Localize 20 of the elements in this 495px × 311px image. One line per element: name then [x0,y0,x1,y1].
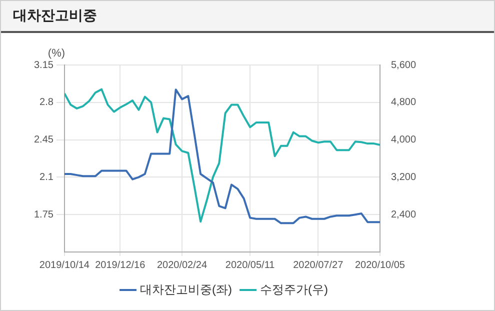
y-tick-label: 2.45 [34,134,54,146]
y2-tick-label: 4,000 [390,134,416,146]
legend-label: 수정주가(우) [260,282,328,296]
y2-tick-label: 2,400 [390,209,416,220]
y-tick-label: 2.8 [40,97,54,108]
y-tick-label: 3.15 [34,60,54,71]
y2-tick-label: 3,200 [390,172,416,183]
y2-tick-label: 5,600 [390,60,416,71]
x-tick-label: 2019/12/16 [95,260,146,271]
x-tick-label: 2020/07/27 [293,260,344,271]
y2-tick-label: 4,800 [390,97,416,108]
y-tick-label: 2.1 [40,172,54,183]
legend-label: 대차잔고비중(좌) [140,282,232,296]
y-tick-label: 1.75 [34,209,54,220]
x-tick-label: 2020/05/11 [225,260,276,271]
x-tick-label: 2020/10/05 [354,260,406,271]
chart-title: 대차잔고비중 [13,7,97,25]
x-tick-label: 2020/02/24 [156,260,208,271]
y-axis-title: (%) [48,48,66,60]
x-tick-label: 2019/10/14 [39,260,90,271]
